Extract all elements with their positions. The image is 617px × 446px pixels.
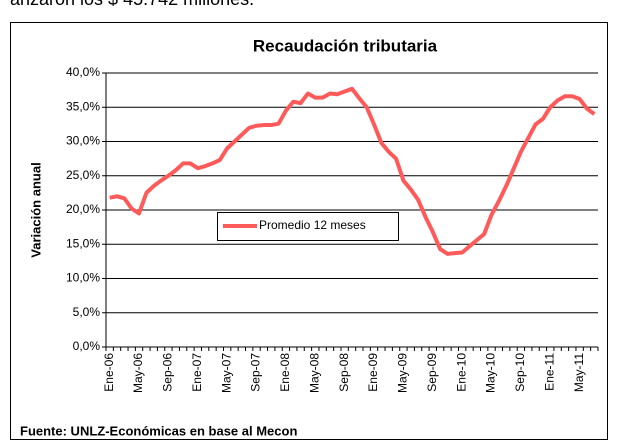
- x-tick-label: Ene-10: [454, 353, 468, 392]
- x-tick-label: Sep-06: [161, 353, 175, 392]
- x-tick-label: Ene-07: [190, 353, 204, 392]
- x-tick-label: May-08: [307, 353, 321, 393]
- y-tick-label: 25,0%: [66, 168, 100, 182]
- x-tick-label: Ene-08: [278, 353, 292, 392]
- y-tick-label: 0,0%: [73, 339, 101, 353]
- y-tick-label: 20,0%: [66, 202, 100, 216]
- x-tick-label: Ene-06: [102, 353, 116, 392]
- x-tick-label: May-07: [219, 353, 233, 393]
- x-tick-label: Ene-09: [366, 353, 380, 392]
- y-tick-label: 30,0%: [66, 134, 100, 148]
- legend-label: Promedio 12 meses: [259, 218, 366, 232]
- x-tick-label: Sep-08: [337, 353, 351, 392]
- y-tick-label: 10,0%: [66, 271, 100, 285]
- source-note: Fuente: UNLZ-Económicas en base al Mecon: [20, 423, 297, 438]
- y-tick-label: 15,0%: [66, 236, 100, 250]
- x-tick-label: Sep-10: [513, 353, 527, 392]
- y-tick-label: 5,0%: [73, 305, 101, 319]
- y-axis-label: Variación anual: [28, 162, 43, 257]
- series-line: [109, 86, 596, 256]
- x-tick-label: Sep-09: [425, 353, 439, 392]
- chart-title: Recaudación tributaria: [253, 36, 438, 55]
- x-tick-label: May-10: [484, 353, 498, 393]
- x-tick-label: May-11: [572, 353, 586, 392]
- x-tick-label: May-06: [131, 353, 145, 393]
- y-tick-label: 35,0%: [66, 99, 100, 113]
- x-tick-label: May-09: [396, 353, 410, 393]
- context-text: anzaron los $ 45.742 millones.: [10, 0, 254, 9]
- y-tick-label: 40,0%: [66, 65, 100, 79]
- x-tick-label: Sep-07: [249, 353, 263, 392]
- x-tick-label: Ene-11: [542, 353, 556, 391]
